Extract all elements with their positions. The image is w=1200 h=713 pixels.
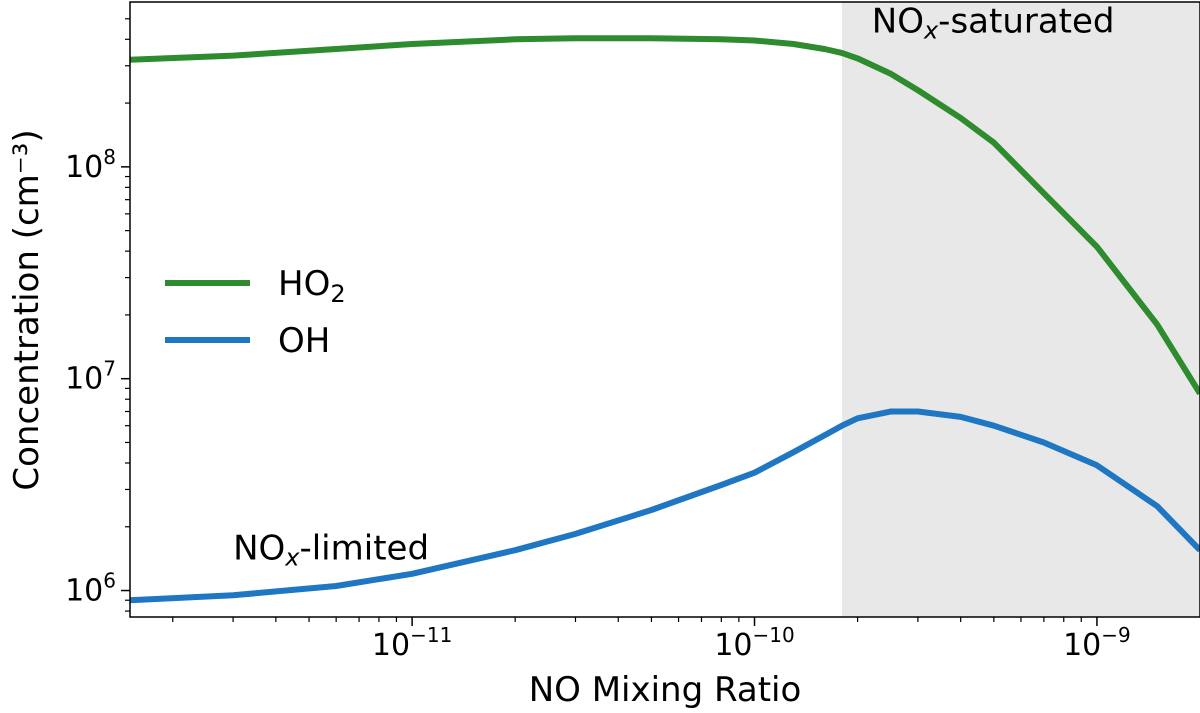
series-line-oh bbox=[129, 408, 1200, 604]
x-tick-label: 10−9 bbox=[1063, 623, 1131, 663]
nox-saturated-region bbox=[841, 2, 1200, 617]
x-axis-title: NO Mixing Ratio bbox=[529, 670, 802, 710]
x-tick-label: 10−11 bbox=[372, 623, 452, 663]
y-tick-label: 107 bbox=[65, 357, 116, 397]
plot-frame bbox=[129, 1, 1200, 618]
tick-layer: 10−11 10−10 10−9 106 107 108 bbox=[65, 18, 1131, 663]
y-tick-label: 108 bbox=[65, 145, 116, 185]
legend: HO2 OH bbox=[165, 264, 346, 361]
annotation-limited: NOx-limited bbox=[233, 529, 429, 572]
shaded-region-layer bbox=[841, 2, 1200, 617]
annotation-saturated: NOx-saturated bbox=[872, 2, 1115, 45]
x-tick-label: 10−10 bbox=[714, 623, 794, 663]
legend-label-ho2: HO2 bbox=[278, 264, 346, 308]
annotation-layer: NOx-saturated NOx-limited bbox=[233, 2, 1114, 572]
legend-label-oh: OH bbox=[278, 321, 330, 361]
series-layer bbox=[129, 35, 1200, 604]
series-line-ho2 bbox=[129, 35, 1200, 396]
y-axis-title: Concentration (cm⁻³) bbox=[7, 129, 47, 490]
y-tick-label: 106 bbox=[65, 569, 116, 609]
